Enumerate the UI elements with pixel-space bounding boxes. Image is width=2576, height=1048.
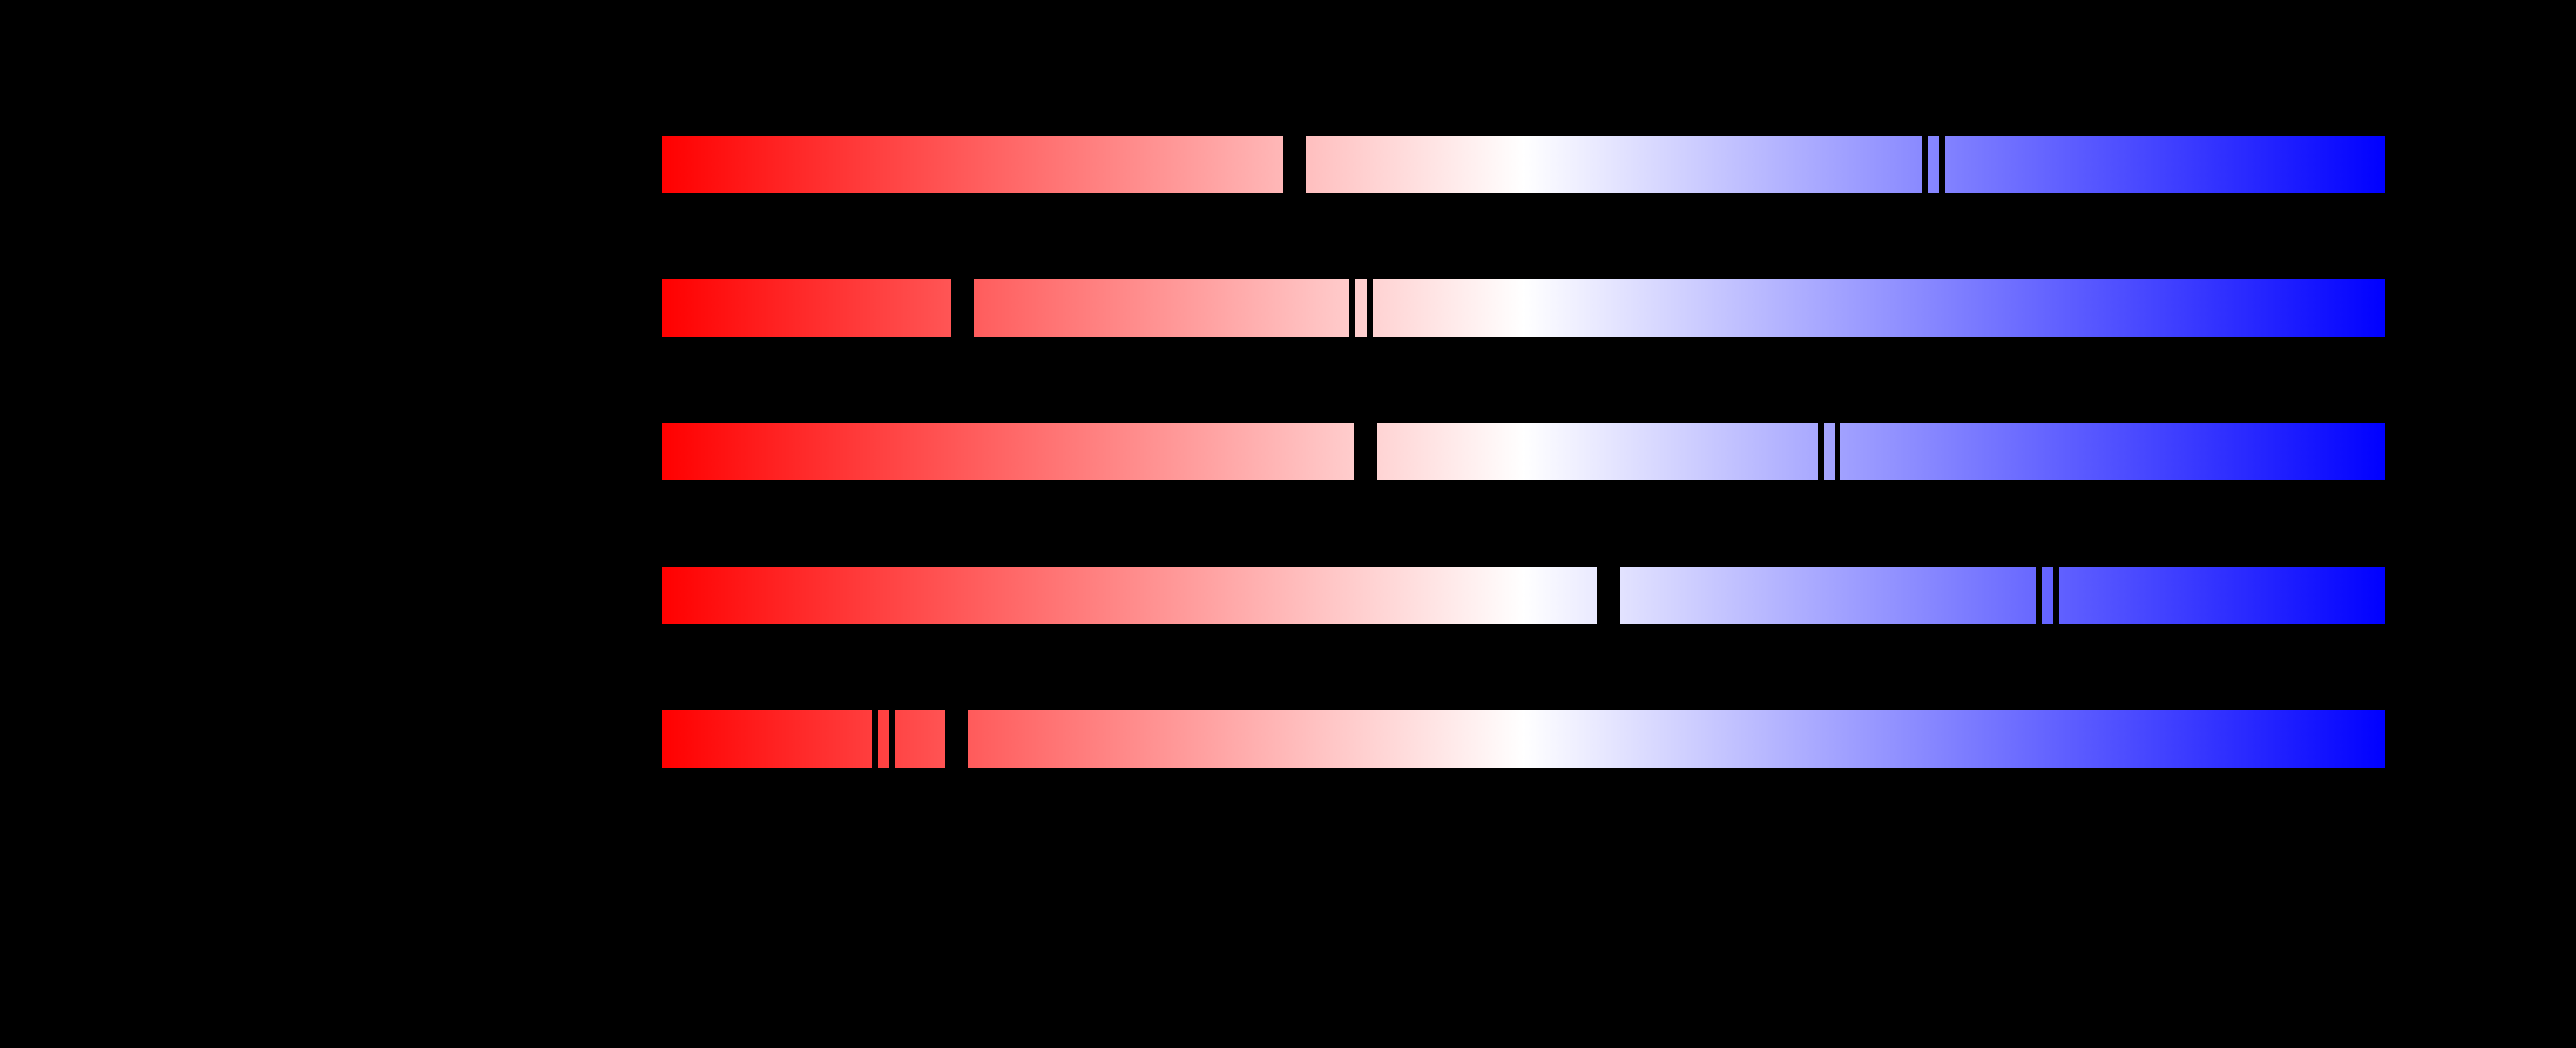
thin-marker-line [1367,279,1373,337]
gradient-bar-row-3 [662,423,2385,480]
gradient-bar-row-5 [662,710,2385,768]
thick-marker-line [945,710,968,768]
thick-marker-line [1354,423,1378,480]
gradient-bar-row-1 [662,136,2385,193]
thin-marker-line [1349,279,1355,337]
thin-marker-line [2036,567,2042,624]
thin-marker-line [889,710,895,768]
thin-marker-line [1939,136,1945,193]
thin-marker-line [1835,423,1841,480]
gradient-bar-row-2 [662,279,2385,337]
thin-marker-line [871,710,878,768]
thick-marker-line [1597,567,1620,624]
thin-marker-line [1817,423,1824,480]
thin-marker-line [2052,567,2059,624]
thin-marker-line [1922,136,1928,193]
gradient-bar-row-4 [662,567,2385,624]
thick-marker-line [1283,136,1306,193]
thick-marker-line [951,279,974,337]
